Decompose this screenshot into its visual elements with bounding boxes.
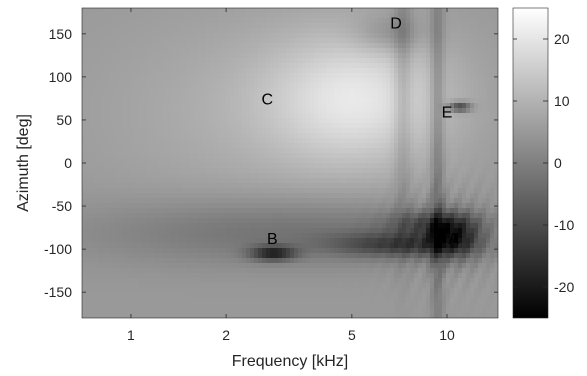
y-tick-label: -50 (52, 198, 72, 214)
annotations: A B C D E (262, 16, 460, 248)
x-tick-label: 5 (348, 327, 356, 343)
y-axis-label: Azimuth [deg] (15, 114, 32, 212)
y-tick-label: 50 (56, 112, 72, 128)
y-tick-label: 0 (64, 155, 72, 171)
x-tick-label: 10 (439, 327, 455, 343)
y-axis-ticks: 150 100 50 0 -50 -100 -150 (44, 26, 498, 300)
colorbar-tick-label: -10 (554, 217, 574, 233)
heatmap-image (82, 8, 498, 318)
colorbar (512, 7, 549, 319)
y-tick-label: -150 (44, 284, 72, 300)
y-tick-label: 100 (49, 69, 73, 85)
annotation-a: A (448, 231, 459, 248)
annotation-e: E (442, 104, 453, 121)
y-tick-label: -100 (44, 241, 72, 257)
annotation-b: B (267, 231, 278, 248)
colorbar-tick-label: 10 (554, 93, 570, 109)
x-axis-label: Frequency [kHz] (232, 353, 348, 370)
x-axis-ticks: 1 2 5 10 (127, 8, 455, 343)
x-tick-label: 2 (222, 327, 230, 343)
y-tick-label: 150 (49, 26, 73, 42)
annotation-d: D (390, 16, 402, 33)
x-tick-label: 1 (127, 327, 135, 343)
colorbar-tick-label: 0 (554, 155, 562, 171)
colorbar-tick-label: 20 (554, 31, 570, 47)
colorbar-ticks: 20 10 0 -10 -20 (513, 31, 574, 295)
annotation-c: C (262, 91, 274, 108)
colorbar-tick-label: -20 (554, 279, 574, 295)
